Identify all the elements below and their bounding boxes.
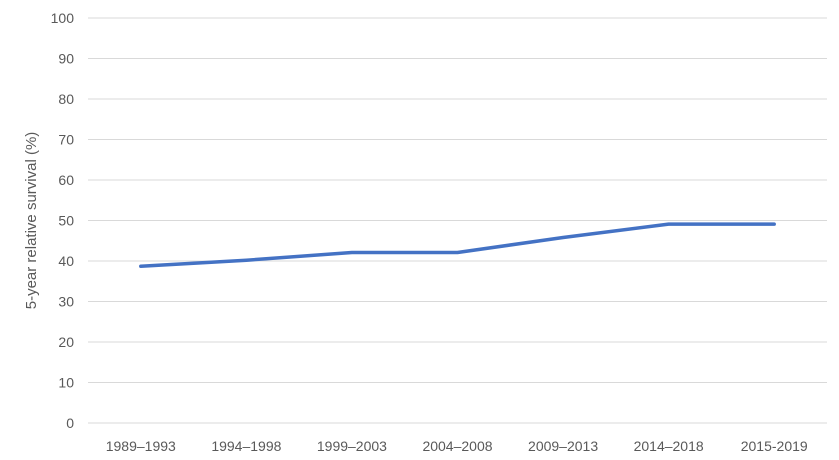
x-tick-label: 2009–2013 [528,438,598,454]
series-line [139,222,776,269]
x-tick-label: 1989–1993 [106,438,176,454]
y-tick-label: 30 [58,294,74,310]
y-tick-label: 70 [58,132,74,148]
y-tick-label: 10 [58,375,74,391]
y-tick-label: 40 [58,253,74,269]
x-axis-tick-labels: 1989–1993 1994–1998 1999–2003 2004–2008 2009… [106,438,808,454]
y-tick-label: 0 [66,415,74,431]
y-tick-label: 50 [58,213,74,229]
y-axis-tick-labels: 0 10 20 30 40 50 60 70 80 90 100 [51,10,75,431]
x-tick-label: 1994–1998 [211,438,281,454]
y-tick-label: 90 [58,51,74,67]
series-layer [139,222,776,269]
y-tick-label: 20 [58,334,74,350]
y-tick-label: 100 [51,10,75,26]
y-tick-label: 60 [58,172,74,188]
x-tick-label: 1999–2003 [317,438,387,454]
x-tick-label: 2014–2018 [634,438,704,454]
y-axis-label: 5-year relative survival (%) [23,132,40,310]
y-tick-label: 80 [58,91,74,107]
gridlines [88,17,827,424]
x-tick-label: 2004–2008 [422,438,492,454]
x-tick-label: 2015-2019 [741,438,808,454]
